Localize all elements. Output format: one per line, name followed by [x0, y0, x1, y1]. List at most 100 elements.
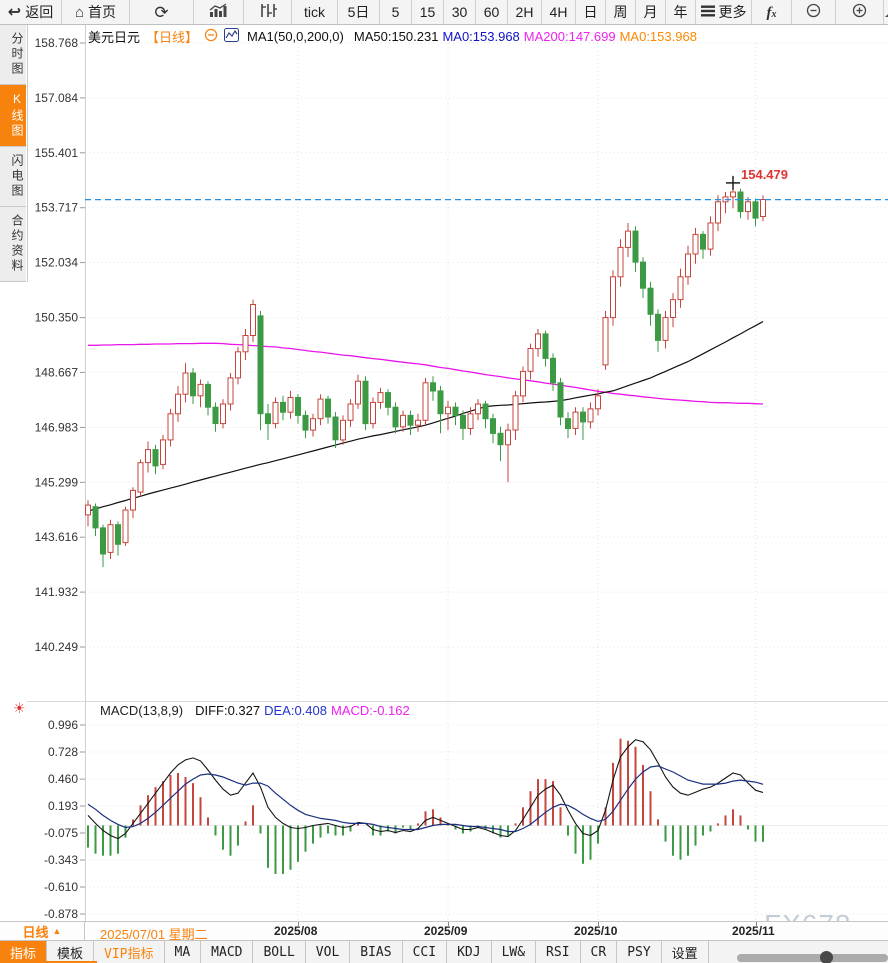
- candlestick-chart-button[interactable]: [244, 0, 292, 24]
- candle: [325, 395, 331, 424]
- tab-ma[interactable]: MA: [165, 941, 202, 963]
- macd-y-axis-tick-label: 0.193: [48, 799, 78, 813]
- candle: [287, 390, 294, 419]
- tab-settings[interactable]: 设置: [662, 941, 709, 963]
- x-axis-month-label: 2025/08: [274, 924, 318, 938]
- sidebar-item-kline-chart[interactable]: K线图: [0, 85, 26, 147]
- interval-5-button[interactable]: 5: [380, 0, 412, 24]
- home-button[interactable]: ⌂ 首页: [62, 0, 130, 24]
- scrollbar-thumb[interactable]: [737, 954, 888, 962]
- candle: [527, 343, 534, 380]
- interval-5d-button[interactable]: 5日: [338, 0, 380, 24]
- candle: [580, 407, 586, 440]
- formula-button[interactable]: fx: [752, 0, 792, 24]
- candle: [490, 413, 496, 444]
- x-axis-month-tick: [448, 922, 449, 926]
- back-icon: ↩: [7, 3, 22, 21]
- interval-15-button[interactable]: 15: [412, 0, 444, 24]
- candle: [677, 268, 684, 308]
- tab-cr[interactable]: CR: [581, 941, 618, 963]
- top-toolbar: ↩ 返回 ⌂ 首页 ⟳ tick 5日 5 15 30 60 2H 4H 日周月年更多 fx: [0, 0, 888, 25]
- candle: [295, 394, 301, 424]
- candle: [197, 379, 204, 408]
- back-button[interactable]: ↩ 返回: [0, 0, 62, 24]
- tab-template[interactable]: 模板: [47, 941, 95, 963]
- draw-button[interactable]: [884, 0, 888, 24]
- interval-tick-button[interactable]: tick: [292, 0, 338, 24]
- ma-value: MA200:147.699: [523, 29, 616, 44]
- candle: [220, 399, 226, 429]
- scrollbar-handle[interactable]: [820, 951, 833, 963]
- sidebar-item-time-chart[interactable]: 分时图: [0, 25, 26, 85]
- interval-5-button-label: 5: [391, 4, 400, 20]
- interval-4h-button-label: 4H: [549, 4, 568, 20]
- zoom-in-button[interactable]: [836, 0, 884, 24]
- interval-week-button[interactable]: 周: [606, 0, 636, 24]
- macd-y-axis-tick-label: -0.075: [44, 826, 78, 840]
- macd-y-axis-tick-label: 0.728: [48, 745, 78, 759]
- collapse-icon[interactable]: [204, 28, 218, 45]
- tab-macd[interactable]: MACD: [201, 941, 254, 963]
- x-axis-month-tick: [756, 922, 757, 926]
- macd-diff-line: [87, 739, 764, 840]
- candle: [302, 410, 309, 439]
- period-tag: 【日线】: [146, 30, 199, 45]
- candle: [400, 410, 406, 432]
- candle: [482, 400, 489, 429]
- candle: [385, 389, 391, 416]
- tab-lwr[interactable]: LW&: [492, 941, 537, 963]
- interval-day-button[interactable]: 日: [576, 0, 606, 24]
- candle: [662, 311, 669, 349]
- candle: [535, 329, 541, 357]
- ma-value: MA50:150.231: [353, 29, 439, 44]
- candle: [760, 195, 766, 222]
- x-axis-month-label: 2025/09: [424, 924, 468, 938]
- candle: [235, 346, 241, 385]
- refresh-button[interactable]: ⟳: [130, 0, 194, 24]
- bar-chart-icon: [209, 3, 228, 21]
- interval-30-button[interactable]: 30: [444, 0, 476, 24]
- tab-psy[interactable]: PSY: [617, 941, 662, 963]
- bar-chart-button[interactable]: [194, 0, 244, 24]
- zoom-out-button[interactable]: [792, 0, 836, 24]
- macd-title: MACD(13,8,9): [100, 703, 184, 718]
- macd-y-axis-tick-label: -0.878: [44, 907, 78, 921]
- period-selector[interactable]: 日线 ▲: [0, 922, 85, 940]
- candle: [377, 387, 384, 409]
- tab-cci[interactable]: CCI: [403, 941, 448, 963]
- candle: [572, 407, 579, 435]
- candle: [670, 293, 676, 328]
- macd-settings-icon[interactable]: ☀: [13, 700, 26, 716]
- interval-60-button-label: 60: [483, 4, 500, 20]
- tab-kdj[interactable]: KDJ: [447, 941, 492, 963]
- interval-year-button[interactable]: 年: [666, 0, 696, 24]
- sidebar-item-lightning-chart[interactable]: 闪电图: [0, 147, 26, 207]
- y-axis-tick-label: 140.249: [35, 640, 79, 654]
- zoom-out-icon: [805, 2, 822, 22]
- tab-bias[interactable]: BIAS: [350, 941, 403, 963]
- candle: [250, 299, 256, 342]
- interval-month-button[interactable]: 月: [636, 0, 666, 24]
- candle: [100, 524, 106, 568]
- interval-4h-button[interactable]: 4H: [542, 0, 576, 24]
- tab-vol[interactable]: VOL: [306, 941, 351, 963]
- interval-2h-button[interactable]: 2H: [508, 0, 542, 24]
- candle: [520, 366, 526, 403]
- x-axis-month-tick: [598, 922, 599, 926]
- candle: [610, 270, 616, 326]
- interval-60-button[interactable]: 60: [476, 0, 508, 24]
- high-marker-cross: [726, 175, 740, 190]
- mini-chart-icon[interactable]: [224, 28, 240, 45]
- tab-indicator[interactable]: 指标: [0, 941, 48, 963]
- macd-y-axis-tick-label: -0.610: [44, 880, 78, 894]
- tab-boll[interactable]: BOLL: [253, 941, 306, 963]
- tab-vip-indicator[interactable]: VIP指标: [94, 941, 165, 963]
- candle: [152, 444, 159, 475]
- more-button[interactable]: 更多: [696, 0, 752, 24]
- macd-value: MACD:-0.162: [330, 703, 410, 718]
- tab-rsi[interactable]: RSI: [536, 941, 581, 963]
- candle: [722, 192, 729, 214]
- sidebar-item-contract-info[interactable]: 合约资料: [0, 207, 26, 282]
